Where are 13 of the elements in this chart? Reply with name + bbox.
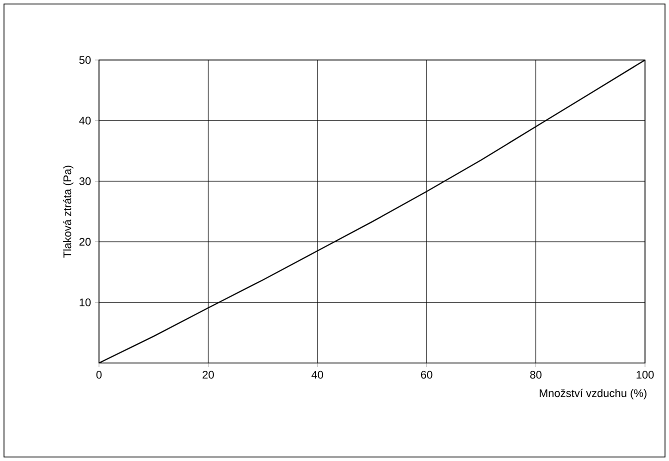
y-tick-label: 30 (79, 177, 91, 186)
y-tick-label: 20 (79, 238, 91, 246)
x-tick-label: 40 (312, 370, 324, 379)
x-tick-label: 0 (96, 370, 102, 379)
y-tick-label: 10 (80, 298, 91, 306)
x-tick-label: 60 (421, 370, 432, 379)
x-tick-label: 80 (530, 370, 542, 379)
x-tick-label: 20 (202, 370, 214, 379)
y-axis-title: Tlaková ztráta (Pa) (62, 166, 74, 258)
x-tick-label: 100 (636, 370, 654, 379)
y-tick-label: 50 (79, 56, 91, 64)
y-tick-label: 40 (79, 116, 91, 124)
x-axis-title: Množství vzduchu (%) (540, 388, 646, 400)
